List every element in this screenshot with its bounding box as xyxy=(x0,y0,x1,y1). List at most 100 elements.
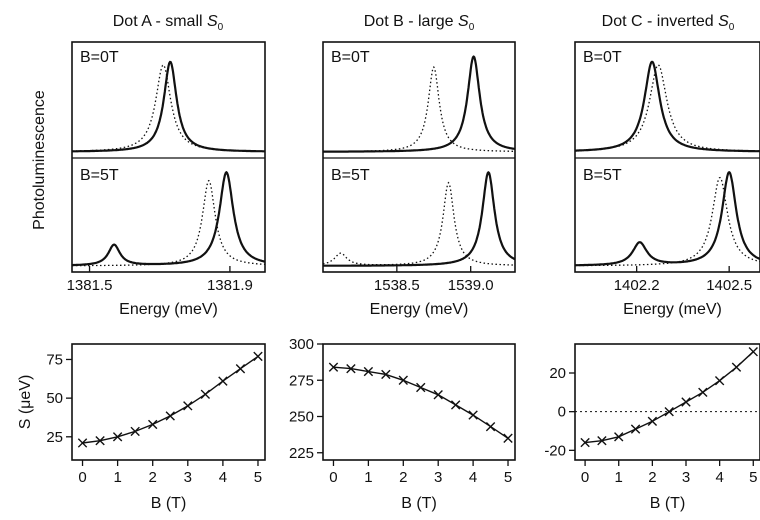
marker-stroke xyxy=(597,435,607,446)
y-tick-label: 0 xyxy=(558,404,566,421)
marker-stroke xyxy=(433,390,443,400)
x-tick-label: 4 xyxy=(219,469,227,486)
x-tick-label: 3 xyxy=(434,469,442,486)
marker-stroke xyxy=(95,435,105,446)
marker-stroke xyxy=(614,432,624,442)
marker-stroke xyxy=(235,364,246,374)
y-tick-label: 20 xyxy=(549,365,566,382)
panel-title-subscript: 0 xyxy=(218,22,224,33)
data-point xyxy=(681,397,691,407)
label-b0: B=0T xyxy=(331,49,370,66)
x-tick-label: 4 xyxy=(715,469,723,486)
field-panel-2: 0 1 2 3 4 5 B (T) 225 250 275 300 xyxy=(289,336,516,512)
data-point xyxy=(468,410,478,420)
spectrum-frame xyxy=(574,41,760,273)
pl-trace-solid-b5 xyxy=(574,171,760,267)
panel-title-symbol: S xyxy=(207,13,218,30)
label-b5: B=5T xyxy=(583,167,622,184)
marker-stroke xyxy=(503,433,513,443)
x-axis-label: Energy (meV) xyxy=(370,301,469,318)
data-point xyxy=(398,375,408,385)
data-point xyxy=(346,363,356,374)
data-point xyxy=(77,438,88,448)
marker-stroke xyxy=(416,382,426,393)
field-frame xyxy=(71,343,266,461)
marker-stroke xyxy=(450,400,461,410)
label-b0: B=0T xyxy=(80,49,119,66)
panel-title-text: Dot B - large xyxy=(364,13,458,30)
data-point xyxy=(450,400,461,410)
marker-stroke xyxy=(630,424,641,434)
x-tick-label: 3 xyxy=(184,469,192,486)
data-point xyxy=(433,390,443,400)
y-tick-label: 225 xyxy=(289,445,314,462)
marker-stroke xyxy=(363,366,374,377)
pl-trace-dotted-b0 xyxy=(323,66,515,153)
x-axis-label: Energy (meV) xyxy=(119,301,218,318)
marker-stroke xyxy=(681,397,691,407)
pl-trace-dotted-b5 xyxy=(575,176,760,267)
panel-title-text: Dot C - inverted xyxy=(602,13,718,30)
y-tick-label: -20 xyxy=(544,442,566,459)
data-point xyxy=(485,421,496,432)
x-tick-label: 5 xyxy=(254,469,262,486)
data-point xyxy=(95,435,105,446)
x-tick-label: 1 xyxy=(364,469,372,486)
marker-stroke xyxy=(200,389,211,399)
spectrum-panel-2: Dot B - large S0 B=0T B=5T 1538.5 1539.0 Ener… xyxy=(322,13,516,318)
x-tick-label: 2 xyxy=(149,469,157,486)
x-tick-label: 1538.5 xyxy=(374,277,420,294)
fit-curve xyxy=(585,351,754,444)
marker-stroke xyxy=(748,347,758,357)
y-tick-label: 250 xyxy=(289,409,314,426)
data-point xyxy=(731,362,742,372)
x-tick-label: 1402.5 xyxy=(706,277,752,294)
data-point xyxy=(416,382,426,393)
label-b0: B=0T xyxy=(583,49,622,66)
fit-curve xyxy=(333,366,509,439)
pl-trace-solid-b0 xyxy=(71,60,266,153)
marker-stroke xyxy=(664,406,674,417)
marker-stroke xyxy=(77,438,88,448)
spectrum-frame xyxy=(71,41,266,273)
label-b5: B=5T xyxy=(80,167,119,184)
y-tick-label: 75 xyxy=(46,351,63,368)
y-tick-label: 300 xyxy=(289,336,314,353)
photoluminescence-axis-label: Photoluminescence xyxy=(31,90,48,230)
data-point xyxy=(112,432,123,442)
x-tick-label: 0 xyxy=(581,469,589,486)
panel-title-subscript: 0 xyxy=(469,22,475,33)
data-point xyxy=(503,433,513,443)
pl-trace-dotted-b0 xyxy=(575,64,760,152)
marker-stroke xyxy=(183,401,193,411)
data-point xyxy=(714,376,725,386)
spectrum-frame xyxy=(322,41,516,273)
panel-title: Dot C - inverted S0 xyxy=(602,13,735,33)
data-point xyxy=(748,347,758,357)
x-tick-label: 1381.5 xyxy=(67,277,113,294)
x-tick-label: 1402.2 xyxy=(614,277,660,294)
panel-title: Dot A - small S0 xyxy=(113,13,224,33)
panel-title: Dot B - large S0 xyxy=(364,13,475,33)
x-tick-label: 0 xyxy=(329,469,337,486)
data-point xyxy=(363,366,374,377)
x-tick-label: 4 xyxy=(469,469,477,486)
marker-stroke xyxy=(112,432,123,442)
marker-stroke xyxy=(468,410,478,420)
marker-stroke xyxy=(714,376,725,386)
data-point xyxy=(235,364,246,374)
marker-stroke xyxy=(346,363,356,374)
marker-stroke xyxy=(731,362,742,372)
data-point xyxy=(148,419,158,430)
spectrum-panel-1: Dot A - small S0 B=0T B=5T 1381.5 1381.9 Ener… xyxy=(67,13,266,318)
x-axis-label: B (T) xyxy=(151,495,187,512)
spectrum-panel-3: Dot C - inverted S0 B=0T B=5T 1402.2 1402.5 E… xyxy=(574,13,760,318)
field-frame xyxy=(574,343,760,461)
field-panel-3: 0 1 2 3 4 5 B (T) -20 0 20 xyxy=(544,343,760,512)
pl-trace-dotted-b5 xyxy=(322,181,515,266)
x-tick-label: 3 xyxy=(682,469,690,486)
label-b5: B=5T xyxy=(331,167,370,184)
x-tick-label: 1381.9 xyxy=(207,277,253,294)
